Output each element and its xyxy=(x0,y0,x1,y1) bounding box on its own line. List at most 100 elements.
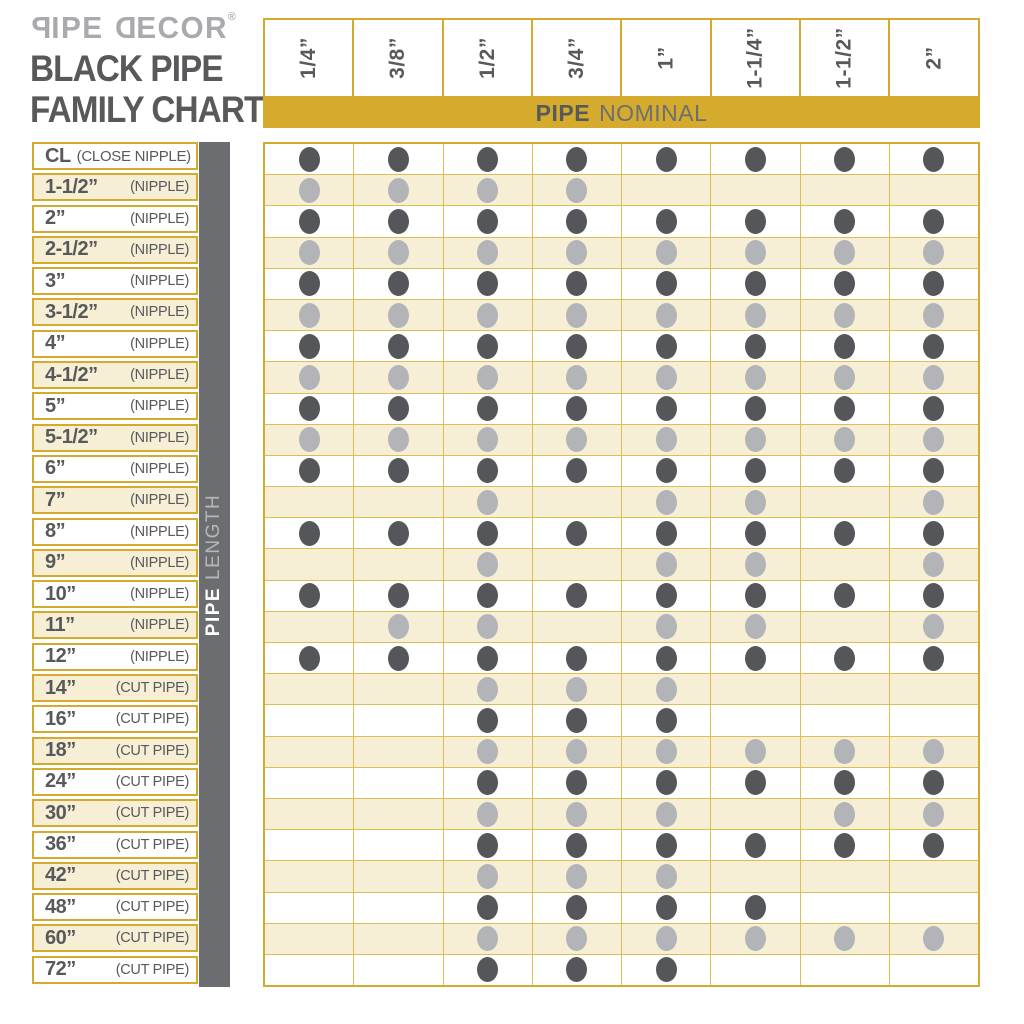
availability-dot xyxy=(477,707,499,733)
row-label-type: (CUT PIPE) xyxy=(115,930,190,947)
availability-dot xyxy=(834,302,856,328)
availability-dot xyxy=(923,832,945,858)
availability-dot xyxy=(834,208,856,234)
matrix-cell xyxy=(265,611,355,642)
row-label-cell: 12” (NIPPLE) xyxy=(32,642,198,671)
matrix-cell xyxy=(890,955,978,985)
matrix-row xyxy=(265,331,978,363)
row-label-type: (CUT PIPE) xyxy=(115,961,190,978)
matrix-row xyxy=(265,455,978,488)
matrix-cell xyxy=(265,674,355,705)
availability-dot xyxy=(477,895,499,921)
matrix-cell xyxy=(890,924,978,954)
availability-dot xyxy=(298,302,320,328)
availability-dot xyxy=(655,364,677,390)
availability-dot xyxy=(834,645,856,671)
matrix-cell xyxy=(711,518,801,549)
row-label-size: 3” xyxy=(45,269,66,292)
brand-logo: PIPE DECOR® xyxy=(30,10,236,46)
row-label-size: 9” xyxy=(45,551,66,574)
availability-dot xyxy=(387,364,409,390)
pipe-nominal-bold: PIPE xyxy=(535,99,591,126)
matrix-cell xyxy=(265,736,355,767)
matrix-cell xyxy=(265,237,355,268)
matrix-cell xyxy=(801,206,890,237)
availability-dot xyxy=(655,957,677,983)
availability-dot xyxy=(923,333,945,359)
matrix-cell xyxy=(444,830,533,861)
availability-dot xyxy=(477,489,499,515)
matrix-cell xyxy=(622,830,712,861)
matrix-cell xyxy=(354,175,444,206)
matrix-cell xyxy=(711,674,801,705)
availability-dot xyxy=(834,427,856,453)
row-label-size: 6” xyxy=(45,457,66,480)
matrix-cell xyxy=(711,206,801,237)
pipe-length-bold: PIPE xyxy=(203,586,225,636)
matrix-cell xyxy=(533,268,622,299)
matrix-cell xyxy=(533,736,622,767)
row-label-size: 7” xyxy=(45,488,66,511)
matrix-cell xyxy=(801,362,890,393)
availability-dot xyxy=(477,458,499,484)
matrix-cell xyxy=(622,144,712,175)
matrix-cell xyxy=(890,144,978,174)
matrix-cell xyxy=(354,299,444,331)
row-label-size: 8” xyxy=(45,520,66,543)
matrix-cell xyxy=(533,487,622,518)
matrix-cell xyxy=(444,954,533,986)
matrix-cell xyxy=(444,674,533,705)
matrix-cell xyxy=(711,549,801,580)
availability-dot xyxy=(566,427,588,453)
row-label-type: (NIPPLE) xyxy=(130,523,189,540)
matrix-cell xyxy=(533,549,622,580)
matrix-cell xyxy=(890,518,978,548)
availability-dot xyxy=(298,645,320,671)
row-label-cell: 11” (NIPPLE) xyxy=(32,611,198,640)
matrix-row xyxy=(265,611,978,643)
availability-dot xyxy=(477,271,499,297)
matrix-cell xyxy=(711,736,801,767)
row-label-size: 42” xyxy=(45,864,76,887)
matrix-cell xyxy=(265,549,355,580)
matrix-cell xyxy=(801,798,890,830)
availability-dot xyxy=(923,770,945,796)
matrix-cell xyxy=(533,830,622,861)
matrix-cell xyxy=(444,767,533,798)
availability-dot xyxy=(923,427,945,453)
matrix-cell xyxy=(354,206,444,237)
matrix-cell xyxy=(444,487,533,518)
matrix-cell xyxy=(801,144,890,175)
matrix-cell xyxy=(265,767,355,798)
availability-dot xyxy=(477,208,499,234)
matrix-cell xyxy=(711,611,801,642)
column-header-label: 1-1/2” xyxy=(832,27,856,89)
matrix-cell xyxy=(801,455,890,487)
row-label-size: 2-1/2” xyxy=(45,238,98,261)
matrix-cell xyxy=(265,362,355,393)
row-label-size: 2” xyxy=(45,207,66,230)
matrix-cell xyxy=(444,206,533,237)
availability-dot xyxy=(834,271,856,297)
matrix-cell xyxy=(801,643,890,674)
availability-dot xyxy=(655,832,677,858)
matrix-cell xyxy=(890,425,978,455)
availability-dot xyxy=(566,739,588,765)
availability-dot xyxy=(298,177,320,203)
availability-dot xyxy=(744,520,766,546)
row-label-cell: 60” (CUT PIPE) xyxy=(32,924,198,953)
matrix-cell xyxy=(801,299,890,331)
availability-dot xyxy=(923,458,945,484)
matrix-cell xyxy=(622,923,712,954)
row-label-type: (CLOSE NIPPLE) xyxy=(76,147,191,165)
row-label-cell: 16” (CUT PIPE) xyxy=(32,705,198,734)
matrix-cell xyxy=(622,268,712,299)
matrix-cell xyxy=(622,206,712,237)
availability-dot xyxy=(744,396,766,422)
matrix-cell xyxy=(354,705,444,736)
matrix-cell xyxy=(444,331,533,362)
matrix-cell xyxy=(354,268,444,299)
availability-dot xyxy=(834,739,856,765)
matrix-cell xyxy=(265,518,355,549)
row-label-cell: 42” (CUT PIPE) xyxy=(32,861,198,890)
